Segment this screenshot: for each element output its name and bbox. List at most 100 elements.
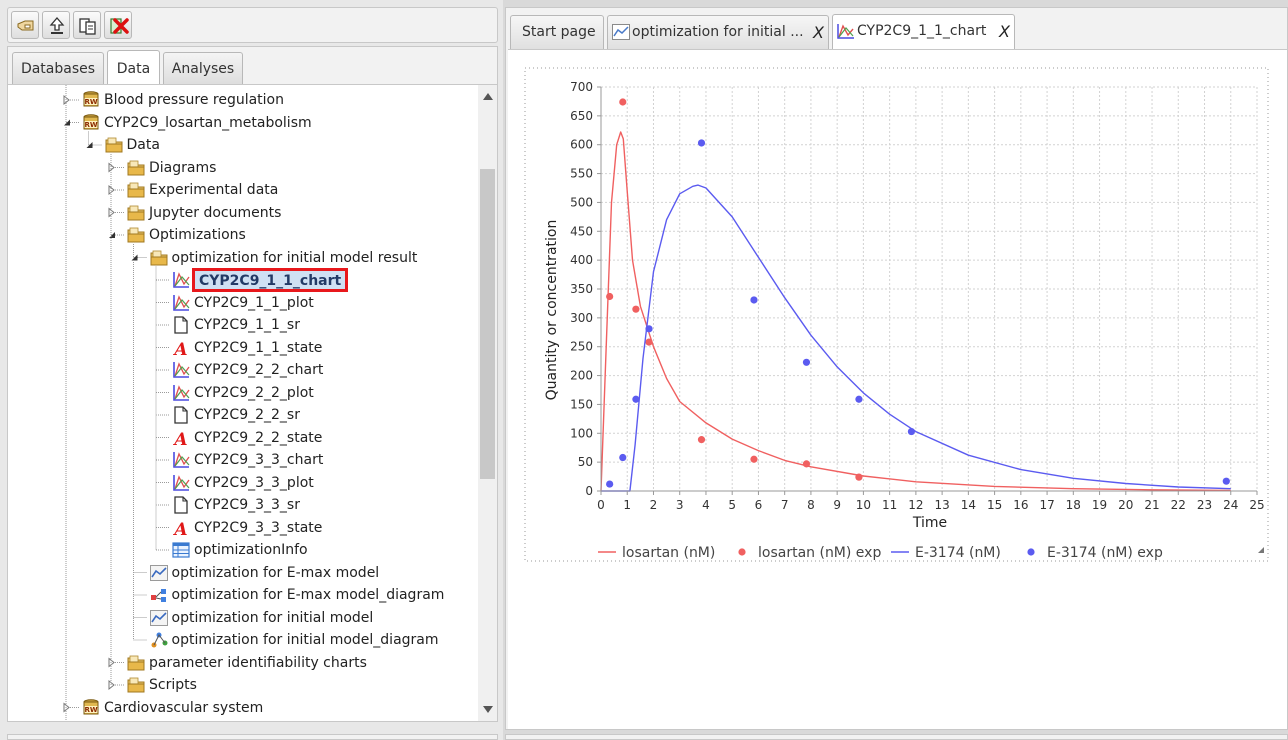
- upload-icon: [49, 17, 65, 34]
- chart-icon: [837, 24, 854, 39]
- data-point: [750, 296, 758, 304]
- tab-optimization-initial[interactable]: optimization for initial ... X: [607, 15, 829, 49]
- collapse-arrow-icon[interactable]: [64, 119, 70, 126]
- x-axis-label: Time: [912, 515, 947, 531]
- tree-item-label: CYP2C9_3_3_state: [194, 519, 323, 536]
- tab-analyses[interactable]: Analyses: [163, 52, 243, 86]
- copy-button[interactable]: [73, 11, 101, 39]
- y-tick-label: 700: [570, 80, 593, 94]
- svg-text:A: A: [172, 520, 187, 537]
- scroll-up-arrow-icon[interactable]: [483, 93, 493, 100]
- tree-item-label: optimizationInfo: [194, 542, 308, 558]
- tab-start-page-label: Start page: [522, 24, 596, 40]
- tab-data[interactable]: Data: [107, 50, 160, 87]
- table-icon: [172, 542, 190, 558]
- x-tick-label: 15: [987, 498, 1002, 512]
- document-icon: [174, 496, 188, 514]
- right-bottom-panel: [505, 734, 1288, 740]
- chart-series: [600, 98, 1231, 492]
- legend-item[interactable]: losartan (nM): [598, 545, 715, 561]
- data-point: [645, 338, 653, 346]
- tab-data-label: Data: [116, 61, 151, 77]
- x-tick-label: 3: [676, 498, 684, 512]
- data-point: [907, 427, 916, 436]
- y-tick-label: 250: [570, 340, 593, 354]
- legend-item[interactable]: losartan (nM) exp: [738, 545, 881, 561]
- simulation-chart: 0 1 2 3 4 5 6 7 8 9 10 11 12 13 14 15 16 17 18 19 20 21 22 23 24…: [524, 67, 1269, 562]
- chart-icon: [173, 362, 190, 378]
- data-point: [619, 453, 627, 462]
- tab-start-page[interactable]: Start page: [510, 15, 604, 49]
- tab-databases[interactable]: Databases: [12, 52, 104, 86]
- chart-icon: [173, 384, 190, 401]
- left-bottom-panel: [7, 734, 498, 740]
- data-point: [855, 395, 863, 403]
- database-rw-icon: RW: [83, 91, 99, 107]
- y-tick-label: 550: [570, 167, 593, 181]
- close-tab-icon[interactable]: X: [999, 22, 1010, 41]
- tree-item-label: CYP2C9_3_3_plot: [194, 474, 314, 491]
- tab-cyp2c9-1-1-chart[interactable]: CYP2C9_1_1_chart X: [832, 14, 1015, 50]
- x-tick-label: 5: [728, 498, 736, 512]
- data-point: [619, 98, 627, 106]
- database-rw-icon: RW: [83, 698, 99, 714]
- tree-item-label: Jupyter documents: [149, 204, 282, 221]
- x-tick-label: 17: [1039, 498, 1054, 512]
- tree-item-label: CYP2C9_1_1_chart: [192, 268, 349, 292]
- close-tab-icon[interactable]: X: [813, 23, 824, 42]
- folder-icon: [127, 160, 145, 175]
- x-tick-label: 16: [1013, 498, 1028, 512]
- tree-item-label: Blood pressure regulation: [104, 92, 284, 108]
- tree-item-label: optimization for E-max model: [171, 564, 380, 581]
- upload-button[interactable]: [42, 11, 70, 39]
- x-tick-label: 19: [1092, 498, 1107, 512]
- expand-arrow-icon[interactable]: [108, 162, 115, 173]
- tree-item-label: CYP2C9_1_1_plot: [194, 294, 314, 311]
- expand-arrow-icon[interactable]: [63, 94, 70, 106]
- folder-icon: [127, 227, 145, 243]
- legend-item[interactable]: E-3174 (nM) exp: [1027, 545, 1163, 561]
- collapse-arrow-icon[interactable]: [109, 232, 115, 238]
- x-tick-label: 9: [833, 498, 841, 512]
- open-button[interactable]: [11, 11, 39, 39]
- left-pane: Databases Data Analyses RW Blood pressure…: [0, 0, 503, 740]
- tree-scrollbar[interactable]: [478, 85, 497, 721]
- repository-toolbar: [7, 7, 498, 43]
- tree-item-label: CYP2C9_losartan_metabolism: [104, 114, 312, 131]
- x-tick-label: 23: [1197, 498, 1212, 512]
- tab-databases-label: Databases: [20, 61, 96, 77]
- y-tick-label: 50: [578, 455, 593, 469]
- scroll-thumb[interactable]: [480, 169, 495, 479]
- data-point: [632, 305, 640, 313]
- chart-frame: [524, 67, 1269, 562]
- svg-text:RW: RW: [84, 98, 97, 106]
- resize-grip-icon[interactable]: [1258, 547, 1264, 553]
- collapse-arrow-icon[interactable]: [131, 254, 138, 261]
- y-tick-label: 150: [570, 397, 593, 411]
- collapse-arrow-icon[interactable]: [86, 142, 93, 148]
- legend-item[interactable]: E-3174 (nM): [891, 545, 1001, 561]
- diagram-icon: [150, 589, 166, 602]
- document-icon: [174, 406, 188, 424]
- folder-icon: [127, 677, 145, 693]
- tree-item-label: Experimental data: [149, 182, 279, 198]
- chart-icon: [173, 452, 190, 468]
- tree-item-label: parameter identifiability charts: [149, 654, 367, 671]
- data-point: [855, 473, 863, 481]
- chart-legend: losartan (nM) losartan (nM) exp E-3174 (nM…: [598, 545, 1163, 561]
- scroll-down-arrow-icon[interactable]: [483, 706, 493, 713]
- repository-tree: RW Blood pressure regulation RW CYP2C9_losa…: [7, 84, 498, 722]
- open-icon: [17, 20, 34, 31]
- svg-text:A: A: [172, 340, 187, 357]
- data-point: [697, 139, 706, 147]
- x-tick-label: 13: [934, 498, 949, 512]
- x-tick-label: 20: [1118, 498, 1133, 512]
- legend-label: losartan (nM): [622, 545, 715, 561]
- y-tick-label: 100: [570, 426, 593, 440]
- legend-label: E-3174 (nM): [915, 545, 1001, 561]
- delete-button[interactable]: [104, 11, 132, 39]
- x-tick-label: 0: [597, 498, 605, 512]
- tree-item-label: Scripts: [149, 677, 197, 693]
- database-rw-icon: RW: [83, 113, 99, 129]
- folder-icon: [105, 137, 122, 153]
